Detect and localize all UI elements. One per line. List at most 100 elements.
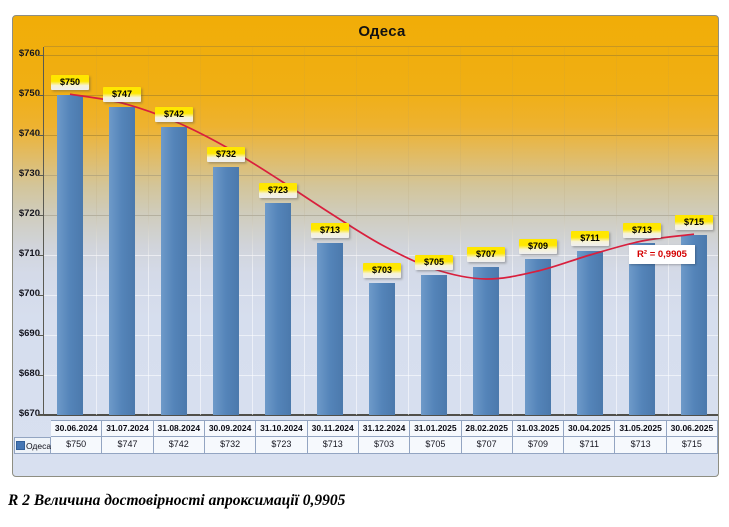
data-label: $709 [519,239,557,254]
y-axis-tick [37,135,44,136]
chart-title: Одеса [358,23,406,40]
legend-label: Одеса [26,440,52,451]
category-gridline [96,47,97,415]
plot-area: R² = 0,9905 $750 $747 $742 $732 $723 $713 $703… [37,46,718,416]
y-axis-label: $730 [18,168,40,179]
data-table-value-row: Одеса $750 $747 $742 $732 $723 $713 $703 $705 $7… [14,437,718,454]
date-cell: 31.10.2024 [256,420,308,437]
data-label: $723 [259,183,297,198]
y-axis-tick [37,335,44,336]
y-axis-label: $680 [18,368,40,379]
category-gridline [408,47,409,415]
data-label: $705 [415,255,453,270]
bar-31.07.2024[interactable] [109,107,135,415]
bar-31.03.2025[interactable] [525,259,551,415]
date-cell: 30.09.2024 [204,420,257,437]
y-gridline [44,55,718,56]
value-cell: $707 [461,437,513,454]
value-cell: $703 [358,437,411,454]
bar-30.06.2024[interactable] [57,95,83,415]
data-label: $750 [51,75,89,90]
chart-area[interactable]: Одеса $670 $680 $690 $700 $710 $720 $730 $740 $7… [12,15,719,477]
data-label: $707 [467,247,505,262]
y-axis-label: $760 [18,48,40,59]
category-gridline [564,47,565,415]
y-axis-label: $670 [18,408,40,419]
legend-item: Одеса [14,437,51,454]
category-gridline [668,47,669,415]
date-cell: 31.01.2025 [410,420,462,437]
data-table-corner [14,420,51,437]
y-axis-tick [37,295,44,296]
y-axis-tick [37,215,44,216]
y-axis-label: $710 [18,248,40,259]
value-cell: $713 [307,437,359,454]
date-cell: 31.05.2025 [615,420,667,437]
y-gridline [44,95,718,96]
y-axis-label: $690 [18,328,40,339]
y-axis-line [43,47,44,415]
date-cell: 31.03.2025 [512,420,565,437]
x-axis-line [38,414,718,416]
category-gridline [460,47,461,415]
data-label: $703 [363,263,401,278]
category-gridline [616,47,617,415]
data-label: $713 [623,223,661,238]
bar-31.12.2024[interactable] [369,283,395,415]
bar-30.09.2024[interactable] [213,167,239,415]
date-cell: 28.02.2025 [461,420,513,437]
value-cell: $732 [204,437,257,454]
value-cell: $742 [153,437,205,454]
y-axis-tick [37,55,44,56]
bar-31.10.2024[interactable] [265,203,291,415]
legend-color-swatch-icon [16,441,25,450]
category-gridline [252,47,253,415]
trendline-layer [69,93,695,280]
value-cell: $715 [666,437,718,454]
y-axis-tick [37,415,44,416]
y-axis-tick [37,95,44,96]
y-axis-tick [37,375,44,376]
bar-31.05.2025[interactable] [629,243,655,415]
data-table-date-row: 30.06.2024 31.07.2024 31.08.2024 30.09.2024… [14,420,718,437]
bar-30.11.2024[interactable] [317,243,343,415]
category-gridline [148,47,149,415]
data-label: $732 [207,147,245,162]
date-cell: 31.07.2024 [102,420,154,437]
y-gridline [44,255,718,256]
y-axis-tick [37,175,44,176]
y-gridline [44,215,718,216]
y-axis-label: $700 [18,288,40,299]
data-label: $747 [103,87,141,102]
y-axis-label: $740 [18,128,40,139]
data-table: 30.06.2024 31.07.2024 31.08.2024 30.09.2024… [14,420,718,454]
date-cell: 30.06.2024 [51,420,103,437]
data-label: $713 [311,223,349,238]
bar-30.04.2025[interactable] [577,251,603,415]
category-gridline [304,47,305,415]
y-axis-tick [37,255,44,256]
category-gridline [356,47,357,415]
date-cell: 30.04.2025 [564,420,616,437]
value-cell: $705 [410,437,462,454]
bar-31.01.2025[interactable] [421,275,447,415]
bar-28.02.2025[interactable] [473,267,499,415]
value-cell: $709 [512,437,565,454]
category-gridline [512,47,513,415]
bar-30.06.2025[interactable] [681,235,707,415]
r-squared-label: R² = 0,9905 [629,245,695,264]
date-cell: 30.11.2024 [307,420,359,437]
date-cell: 31.08.2024 [153,420,205,437]
y-gridline [44,175,718,176]
bar-31.08.2024[interactable] [161,127,187,415]
category-gridline [200,47,201,415]
figure-caption: R 2 Величина достовірності апроксимації … [8,492,346,509]
data-label: $715 [675,215,713,230]
value-cell: $747 [102,437,154,454]
y-axis-label: $750 [18,88,40,99]
value-cell: $750 [51,437,103,454]
date-cell: 30.06.2025 [666,420,718,437]
date-cell: 31.12.2024 [358,420,411,437]
value-cell: $711 [564,437,616,454]
y-gridline [44,135,718,136]
